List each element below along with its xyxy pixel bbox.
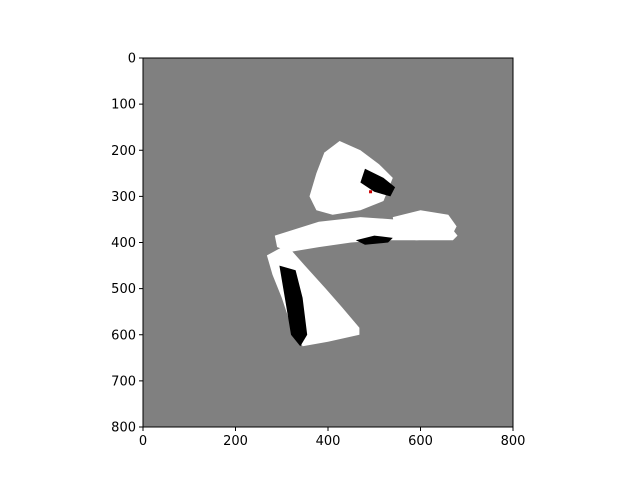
y-tick-label: 400	[111, 236, 136, 251]
x-tick-label: 200	[223, 434, 248, 449]
y-tick-label: 800	[111, 421, 136, 436]
y-axis: 0 100 200 300 400 500 600 700 800	[111, 52, 143, 436]
y-tick-label: 600	[111, 328, 136, 343]
y-tick-label: 100	[111, 98, 136, 113]
map-area	[143, 58, 513, 427]
y-tick-label: 700	[111, 374, 136, 389]
y-tick-label: 500	[111, 282, 136, 297]
y-tick-label: 200	[111, 144, 136, 159]
free-region-upper-wedge	[309, 141, 393, 215]
x-axis: 0 200 400 600 800	[139, 427, 526, 449]
occupied-region-corridor-edge	[355, 235, 393, 245]
robot-position-marker	[369, 190, 373, 194]
y-tick-label: 0	[128, 52, 136, 67]
x-tick-label: 800	[501, 434, 526, 449]
x-tick-label: 400	[316, 434, 341, 449]
occupied-region-upper-right-wall	[360, 168, 396, 197]
x-tick-label: 0	[139, 434, 147, 449]
y-tick-label: 300	[111, 190, 136, 205]
x-tick-label: 600	[408, 434, 433, 449]
occupied-region-lower-leg-obstacle	[279, 265, 308, 347]
free-region-right-lobe	[392, 210, 457, 241]
